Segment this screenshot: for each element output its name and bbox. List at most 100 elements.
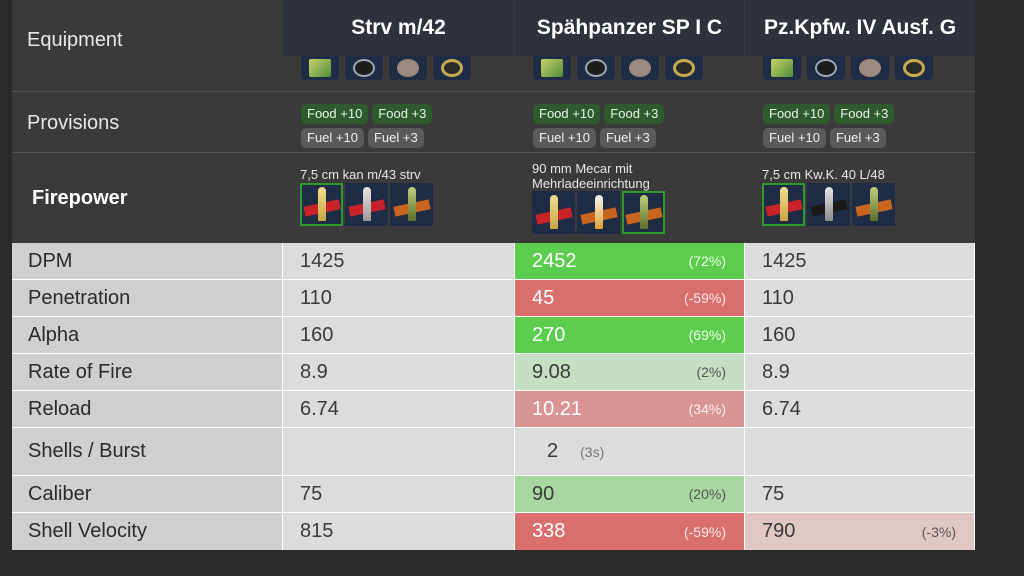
equipment-gun-laying-icon[interactable] <box>851 56 889 80</box>
provision-food-3[interactable]: Food +3 <box>372 104 433 124</box>
provision-food-10[interactable]: Food +10 <box>763 104 831 124</box>
stat-diff: (20%) <box>688 486 726 502</box>
provision-food-10[interactable]: Food +10 <box>533 104 601 124</box>
stat-value-3: 790 (-3%) <box>745 513 975 550</box>
shell-apcr-icon[interactable] <box>807 183 850 226</box>
stat-value-3 <box>745 428 975 475</box>
provisions-cell-2: Food +10 Food +3 Fuel +10 Fuel +3 <box>515 93 744 153</box>
stat-value-2: 270 (69%) <box>515 317 745 353</box>
equipment-vents-icon[interactable] <box>345 56 383 80</box>
tank-title-2[interactable]: Spähpanzer SP I C <box>515 0 744 56</box>
stat-diff: (-59%) <box>683 523 726 540</box>
stat-label: Shell Velocity <box>12 513 283 550</box>
provision-fuel-3[interactable]: Fuel +3 <box>599 128 656 148</box>
stat-row-shell-velocity: Shell Velocity 815 338 (-59%) 790 (-3%) <box>12 513 975 550</box>
stat-label: Rate of Fire <box>12 354 283 390</box>
tank-title-3[interactable]: Pz.Kpfw. IV Ausf. G <box>745 0 975 56</box>
equipment-optics-icon[interactable] <box>433 56 471 80</box>
provisions-label: Provisions <box>27 111 120 134</box>
stat-diff: (-59%) <box>683 290 726 306</box>
stat-diff: (2%) <box>696 364 726 380</box>
equipment-rammer-icon[interactable] <box>763 56 801 80</box>
equipment-optics-icon[interactable] <box>895 56 933 80</box>
shell-he-icon[interactable] <box>390 183 433 226</box>
equipment-icons-3 <box>745 56 933 80</box>
firepower-cell-3: 7,5 cm Kw.K. 40 L/48 <box>745 154 975 243</box>
equipment-row: Equipment Strv m/42 Spähpanzer SP I C Pz… <box>12 0 975 92</box>
stat-value-1 <box>283 428 515 475</box>
stat-diff: (72%) <box>688 253 726 269</box>
stat-value-3: 110 <box>745 280 975 316</box>
stat-value-2: 90 (20%) <box>515 476 745 512</box>
provision-fuel-10[interactable]: Fuel +10 <box>533 128 596 148</box>
stat-value-1: 6.74 <box>283 391 515 427</box>
provision-fuel-10[interactable]: Fuel +10 <box>763 128 826 148</box>
stat-value-2: 2 (3s) <box>515 428 745 475</box>
shell-icons-1 <box>283 183 433 226</box>
shell-icons-3 <box>745 183 895 226</box>
stat-value-3: 75 <box>745 476 975 512</box>
shell-he-icon[interactable] <box>622 191 665 234</box>
stat-value-2: 338 (-59%) <box>515 513 745 550</box>
left-edge <box>0 0 12 576</box>
stat-value-2: 9.08 (2%) <box>515 354 745 390</box>
provision-food-3[interactable]: Food +3 <box>834 104 895 124</box>
equipment-vents-icon[interactable] <box>807 56 845 80</box>
tank-title-1[interactable]: Strv m/42 <box>283 0 514 56</box>
stat-diff: (69%) <box>688 327 726 343</box>
equipment-label: Equipment <box>27 28 123 51</box>
stat-value-2: 10.21 (34%) <box>515 391 745 427</box>
provisions-cell-1: Food +10 Food +3 Fuel +10 Fuel +3 <box>283 93 514 153</box>
stat-value-1: 1425 <box>283 243 515 279</box>
equipment-rammer-icon[interactable] <box>533 56 571 80</box>
stat-row-alpha: Alpha 160 270 (69%) 160 <box>12 317 975 354</box>
shell-apcr-icon[interactable] <box>345 183 388 226</box>
stat-value-1: 110 <box>283 280 515 316</box>
equipment-vents-icon[interactable] <box>577 56 615 80</box>
gun-name-1: 7,5 cm kan m/43 strv <box>300 167 421 182</box>
stat-row-rate-of-fire: Rate of Fire 8.9 9.08 (2%) 8.9 <box>12 354 975 391</box>
stat-value-1: 75 <box>283 476 515 512</box>
firepower-label: Firepower <box>32 187 128 209</box>
stat-diff: (3s) <box>580 443 605 460</box>
stat-diff: (-3%) <box>921 523 956 540</box>
provision-food-10[interactable]: Food +10 <box>301 104 369 124</box>
stat-row-reload: Reload 6.74 10.21 (34%) 6.74 <box>12 391 975 428</box>
gun-name-3: 7,5 cm Kw.K. 40 L/48 <box>762 167 885 182</box>
shell-ap-icon[interactable] <box>762 183 805 226</box>
stat-label: Shells / Burst <box>12 428 283 475</box>
bottom-bar <box>12 550 975 576</box>
equipment-gun-laying-icon[interactable] <box>621 56 659 80</box>
provisions-cell-3: Food +10 Food +3 Fuel +10 Fuel +3 <box>745 93 975 153</box>
stat-row-caliber: Caliber 75 90 (20%) 75 <box>12 476 975 513</box>
stat-row-dpm: DPM 1425 2452 (72%) 1425 <box>12 243 975 280</box>
stat-value-3: 8.9 <box>745 354 975 390</box>
shell-he-icon[interactable] <box>852 183 895 226</box>
equipment-rammer-icon[interactable] <box>301 56 339 80</box>
shell-icons-2 <box>515 191 665 234</box>
shell-ap-icon[interactable] <box>532 191 575 234</box>
stat-value-3: 1425 <box>745 243 975 279</box>
stat-label: Caliber <box>12 476 283 512</box>
stat-label: Penetration <box>12 280 283 316</box>
equipment-gun-laying-icon[interactable] <box>389 56 427 80</box>
stat-value-2: 45 (-59%) <box>515 280 745 316</box>
stats-table: DPM 1425 2452 (72%) 1425 Penetration 110 … <box>12 243 975 550</box>
firepower-cell-2: 90 mm Mecar mit Mehrladeeinrichtung <box>515 154 744 243</box>
shell-ap-icon[interactable] <box>300 183 343 226</box>
stat-value-3: 160 <box>745 317 975 353</box>
stat-value-1: 815 <box>283 513 515 550</box>
stat-diff: (34%) <box>688 401 726 417</box>
provision-fuel-3[interactable]: Fuel +3 <box>367 128 424 148</box>
shell-heat-icon[interactable] <box>577 191 620 234</box>
equipment-optics-icon[interactable] <box>665 56 703 80</box>
stat-row-penetration: Penetration 110 45 (-59%) 110 <box>12 280 975 317</box>
equipment-icons-2 <box>515 56 703 80</box>
equipment-icons-1 <box>283 56 471 80</box>
provision-food-3[interactable]: Food +3 <box>604 104 665 124</box>
gun-name-2: 90 mm Mecar mit Mehrladeeinrichtung <box>532 161 650 191</box>
provision-fuel-3[interactable]: Fuel +3 <box>829 128 886 148</box>
stat-value-1: 8.9 <box>283 354 515 390</box>
stat-label: DPM <box>12 243 283 279</box>
provision-fuel-10[interactable]: Fuel +10 <box>301 128 364 148</box>
